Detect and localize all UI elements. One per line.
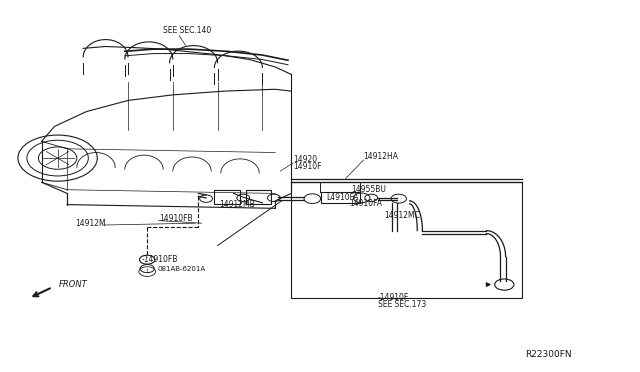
Text: L4910FA: L4910FA: [326, 193, 359, 202]
Text: R22300FN: R22300FN: [525, 350, 572, 359]
Text: 14910F: 14910F: [293, 162, 322, 171]
Text: FRONT: FRONT: [59, 280, 88, 289]
Text: 14912MB: 14912MB: [219, 200, 255, 209]
Text: 14910FB: 14910FB: [159, 214, 193, 223]
Bar: [291, 182, 522, 298]
Text: 14920: 14920: [293, 155, 317, 164]
Text: 14912HA: 14912HA: [364, 152, 399, 161]
Text: SEE SEC.140: SEE SEC.140: [163, 26, 211, 35]
Text: -14910FB: -14910FB: [142, 255, 179, 264]
Bar: [214, 190, 240, 204]
Text: 14912MC: 14912MC: [384, 211, 420, 220]
Text: 14910FA: 14910FA: [349, 199, 382, 208]
Text: 14955BU: 14955BU: [351, 185, 385, 194]
Text: -14910F: -14910F: [378, 293, 409, 302]
Bar: [321, 192, 360, 203]
Text: 1: 1: [146, 269, 148, 274]
Text: 14912M: 14912M: [76, 219, 106, 228]
Text: 081AB-6201A: 081AB-6201A: [157, 266, 205, 272]
Text: SEE SEC.173: SEE SEC.173: [378, 300, 426, 309]
Bar: [246, 190, 271, 204]
